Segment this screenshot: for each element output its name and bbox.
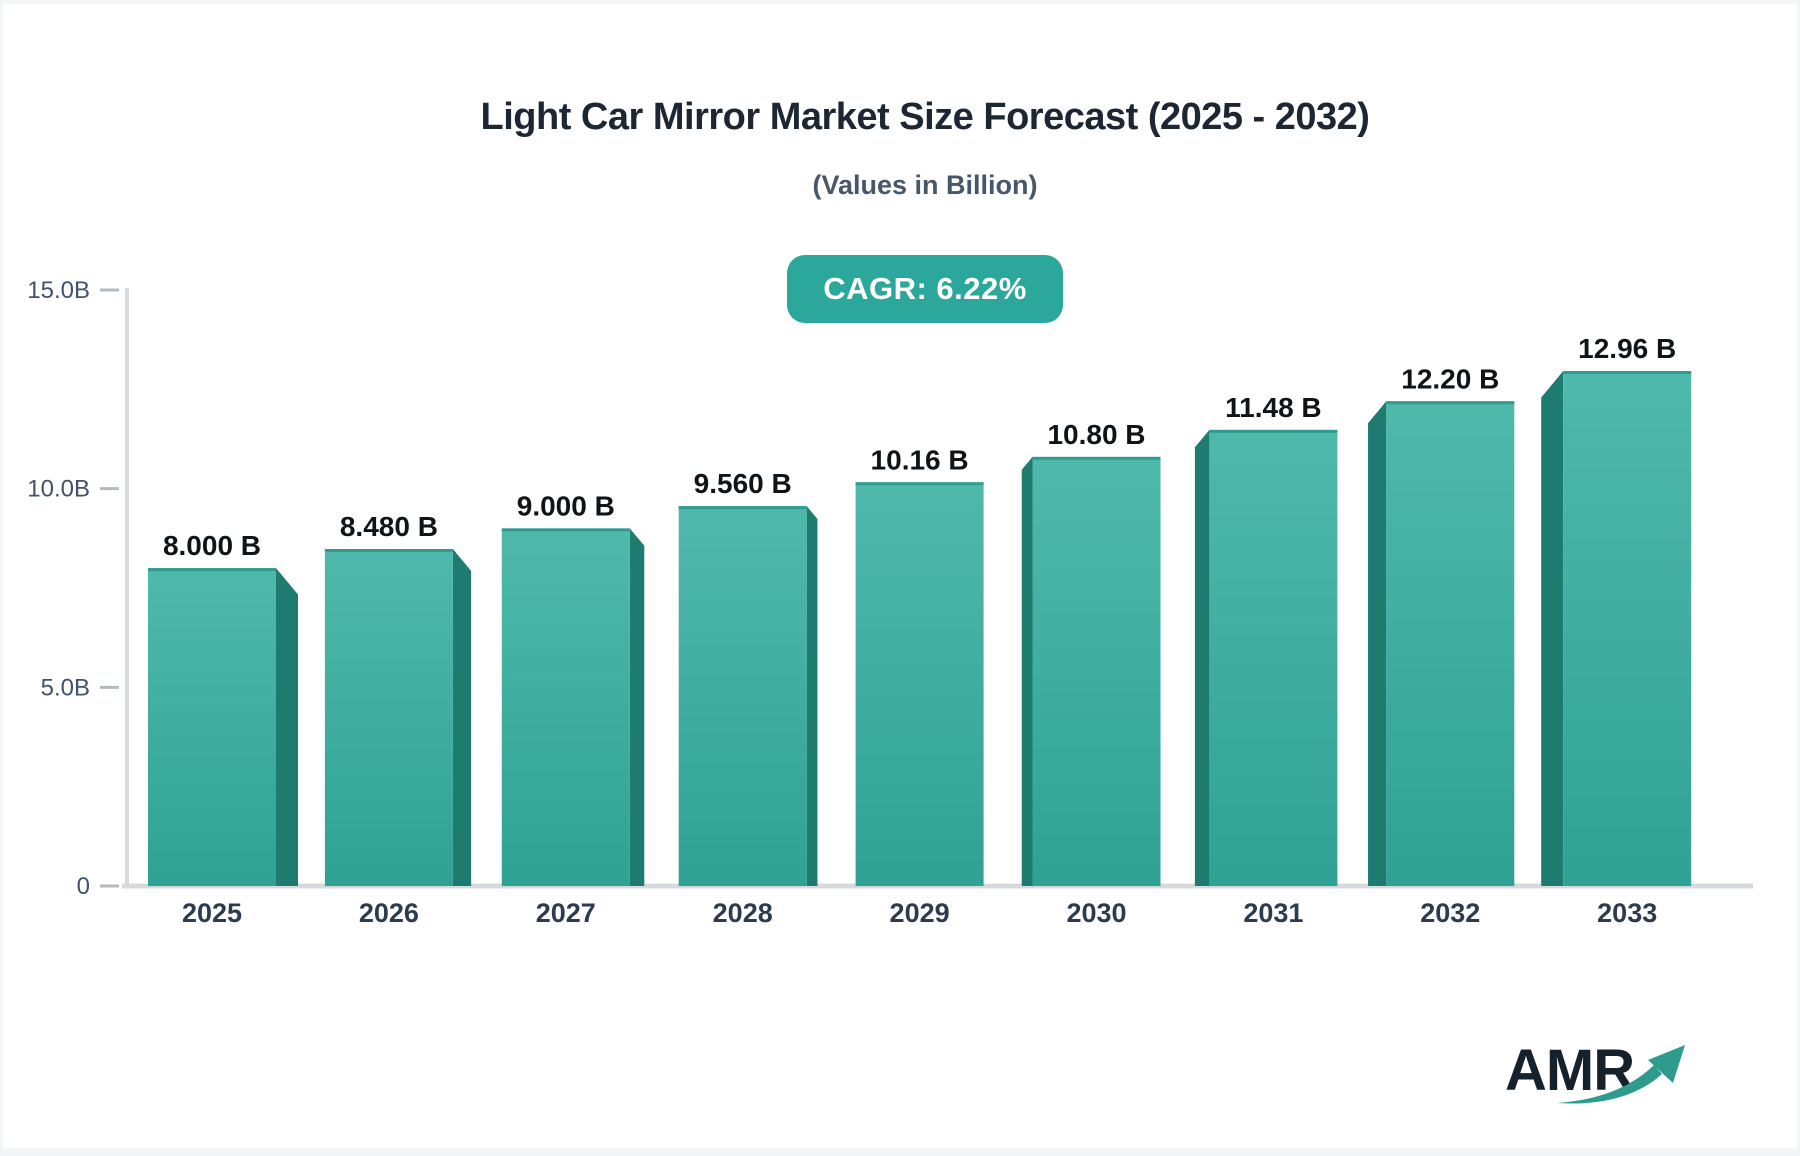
value-label-2031: 11.48 B [1225,392,1322,423]
value-label-2028: 9.560 B [694,468,792,499]
bar-side-face [806,506,818,886]
bar-main-face [148,568,276,886]
cagr-badge: CAGR: 6.22% [787,255,1063,323]
value-label-2029: 10.16 B [871,444,969,475]
x-tick-label-2033: 2033 [1597,898,1657,928]
bar-main-face [855,482,984,886]
y-tick-label-15.0B: 15.0B [27,277,90,304]
y-tick-label-10.0B: 10.0B [27,476,90,503]
amr-logo: AMR [1505,1038,1685,1104]
bar-2025: 8.000 B 2025 [148,530,298,928]
value-label-2033: 12.96 B [1578,333,1676,364]
bar-main-face [1386,401,1515,886]
x-tick-label-2027: 2027 [536,898,596,928]
bar-2030: 10.80 B 2030 [1021,419,1161,928]
bar-2031: 11.48 B 2031 [1194,392,1338,928]
bar-main-face [324,549,453,886]
x-tick-label-2026: 2026 [359,898,419,928]
amr-logo-arrow-icon [1557,1065,1662,1104]
value-label-2027: 9.000 B [517,490,615,521]
bar-side-face [276,568,298,886]
x-tick-label-2025: 2025 [182,898,242,928]
bar-side-face [452,549,472,886]
chart-subtitle: (Values in Billion) [812,170,1038,200]
bar-side-face [629,528,645,886]
y-tick-label-5.0B: 5.0B [41,674,90,701]
cagr-badge-row: CAGR: 6.22% [50,255,1800,323]
amr-logo-arrowhead-icon [1648,1045,1685,1083]
bar-side-face [1368,401,1387,886]
bar-2026: 8.480 B 2026 [324,511,472,928]
bar-main-face [501,528,630,886]
bar-2028: 9.560 B 2028 [678,468,818,928]
value-label-2026: 8.480 B [340,511,438,542]
y-tick-label-0: 0 [77,873,90,900]
bar-2033: 12.96 B 2033 [1541,333,1692,928]
bar-main-face [1563,371,1692,886]
x-tick-label-2029: 2029 [890,898,950,928]
bar-side-face [1541,371,1564,886]
bar-2029: 10.16 B 2029 [855,444,984,928]
chart-title: Light Car Mirror Market Size Forecast (2… [480,96,1370,138]
bar-main-face [1032,456,1161,886]
x-tick-label-2031: 2031 [1243,898,1303,928]
bar-main-face [1209,429,1338,886]
value-label-2030: 10.80 B [1047,419,1145,450]
value-label-2032: 12.20 B [1401,363,1499,394]
bar-side-face [1021,456,1033,886]
x-tick-label-2028: 2028 [713,898,773,928]
x-tick-label-2030: 2030 [1066,898,1126,928]
bar-2032: 12.20 B 2032 [1368,363,1515,928]
bar-side-face [1194,429,1210,886]
bar-main-face [678,506,807,886]
bar-2027: 9.000 B 2027 [501,490,645,928]
value-label-2025: 8.000 B [163,530,261,561]
x-tick-label-2032: 2032 [1420,898,1480,928]
